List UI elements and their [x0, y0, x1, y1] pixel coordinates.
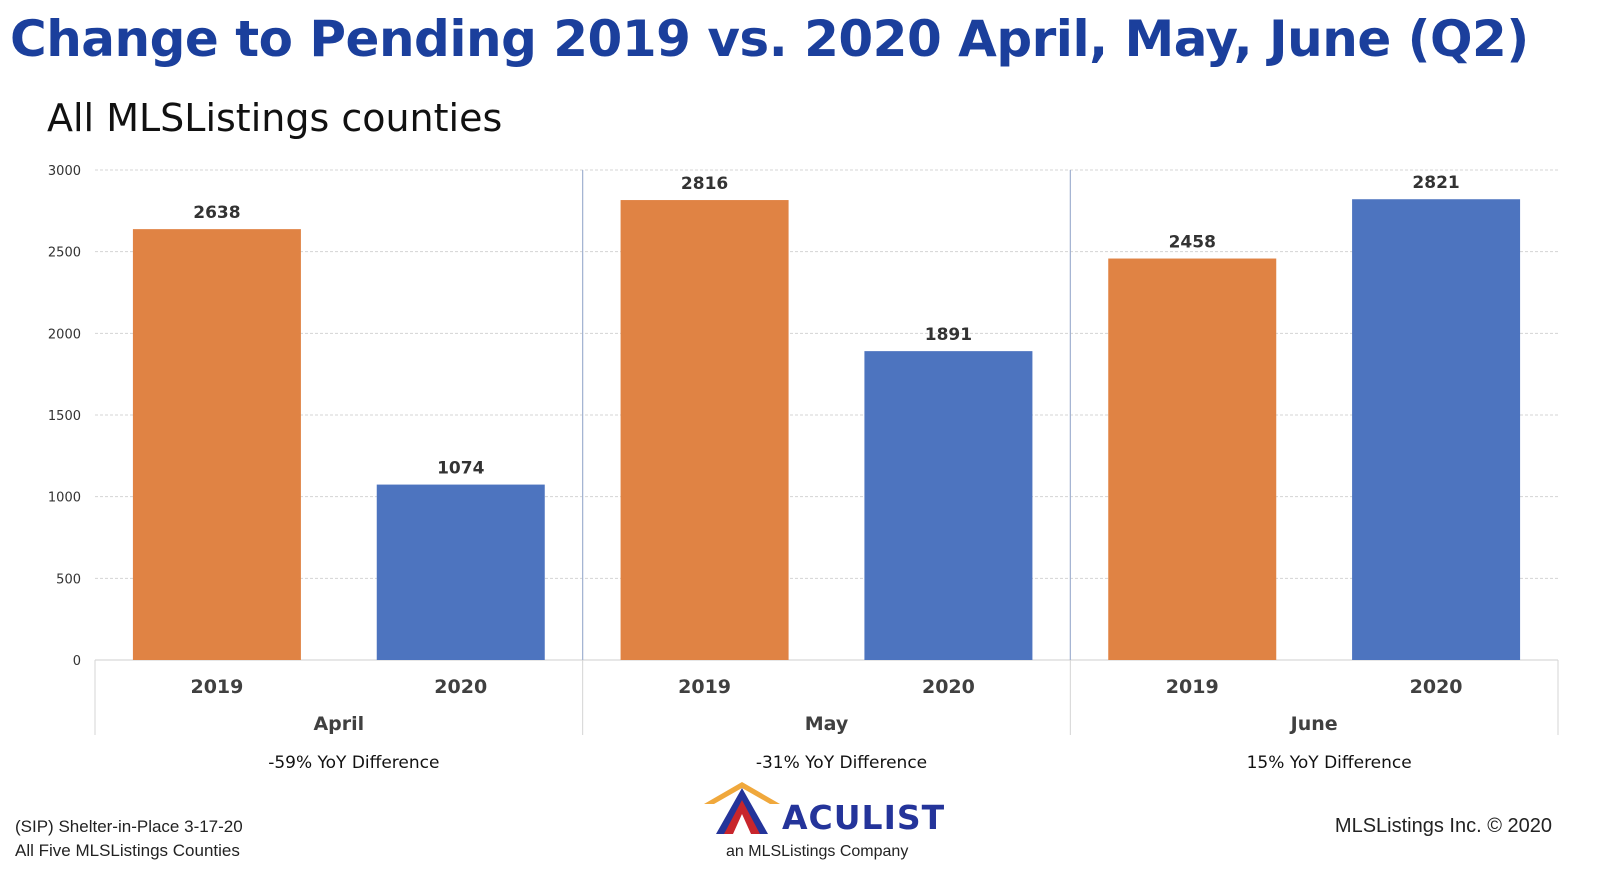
data-label: 2638 — [193, 203, 240, 223]
yoy-difference-note: -31% YoY Difference — [756, 753, 927, 773]
logo-tagline: an MLSListings Company — [726, 843, 909, 860]
bar-april-2019 — [132, 229, 301, 661]
data-label: 2816 — [681, 174, 728, 194]
y-tick-label: 1000 — [48, 491, 81, 506]
aculist-logo-mark — [704, 782, 780, 834]
yoy-difference-note: -59% YoY Difference — [268, 753, 439, 773]
page-subtitle: All MLSListings counties — [47, 96, 503, 140]
x-group-label: June — [1289, 713, 1338, 735]
data-label: 1074 — [437, 459, 484, 479]
bar-june-2020 — [1352, 199, 1521, 660]
footer-note-counties: All Five MLSListings Counties — [15, 841, 240, 860]
data-label: 2458 — [1169, 233, 1216, 253]
aculist-logo: ACULIST an MLSListings Company — [702, 778, 944, 883]
footer-notes: (SIP) Shelter-in-Place 3-17-20 All Five … — [15, 815, 243, 863]
data-label: 2821 — [1412, 173, 1459, 193]
data-label: 1891 — [925, 325, 972, 345]
x-category-label: 2020 — [922, 676, 975, 698]
yoy-difference-note: 15% YoY Difference — [1247, 753, 1412, 773]
footer-note-sip: (SIP) Shelter-in-Place 3-17-20 — [15, 817, 243, 836]
bar-june-2019 — [1108, 258, 1277, 660]
x-category-label: 2019 — [678, 676, 731, 698]
bar-chart: 0 500 1000 1500 2000 2500 3000 2638 2019 1074 2020… — [48, 164, 1559, 773]
x-category-label: 2020 — [434, 676, 487, 698]
page-title: Change to Pending 2019 vs. 2020 April, M… — [10, 10, 1529, 68]
x-group-label: May — [805, 713, 849, 735]
bar-may-2020 — [864, 351, 1033, 660]
x-group-label: April — [313, 713, 364, 735]
bar-april-2020 — [376, 484, 545, 660]
x-category-label: 2020 — [1410, 676, 1463, 698]
y-tick-label: 0 — [73, 654, 81, 669]
bar-may-2019 — [620, 200, 789, 660]
x-category-label: 2019 — [190, 676, 243, 698]
y-tick-label: 1500 — [48, 409, 81, 424]
y-tick-label: 500 — [56, 572, 81, 587]
x-category-label: 2019 — [1166, 676, 1219, 698]
y-tick-label: 2500 — [48, 246, 81, 261]
y-tick-label: 2000 — [48, 327, 81, 342]
copyright: MLSListings Inc. © 2020 — [1334, 815, 1552, 837]
logo-wordmark: ACULIST — [782, 798, 946, 837]
y-tick-label: 3000 — [48, 164, 81, 179]
